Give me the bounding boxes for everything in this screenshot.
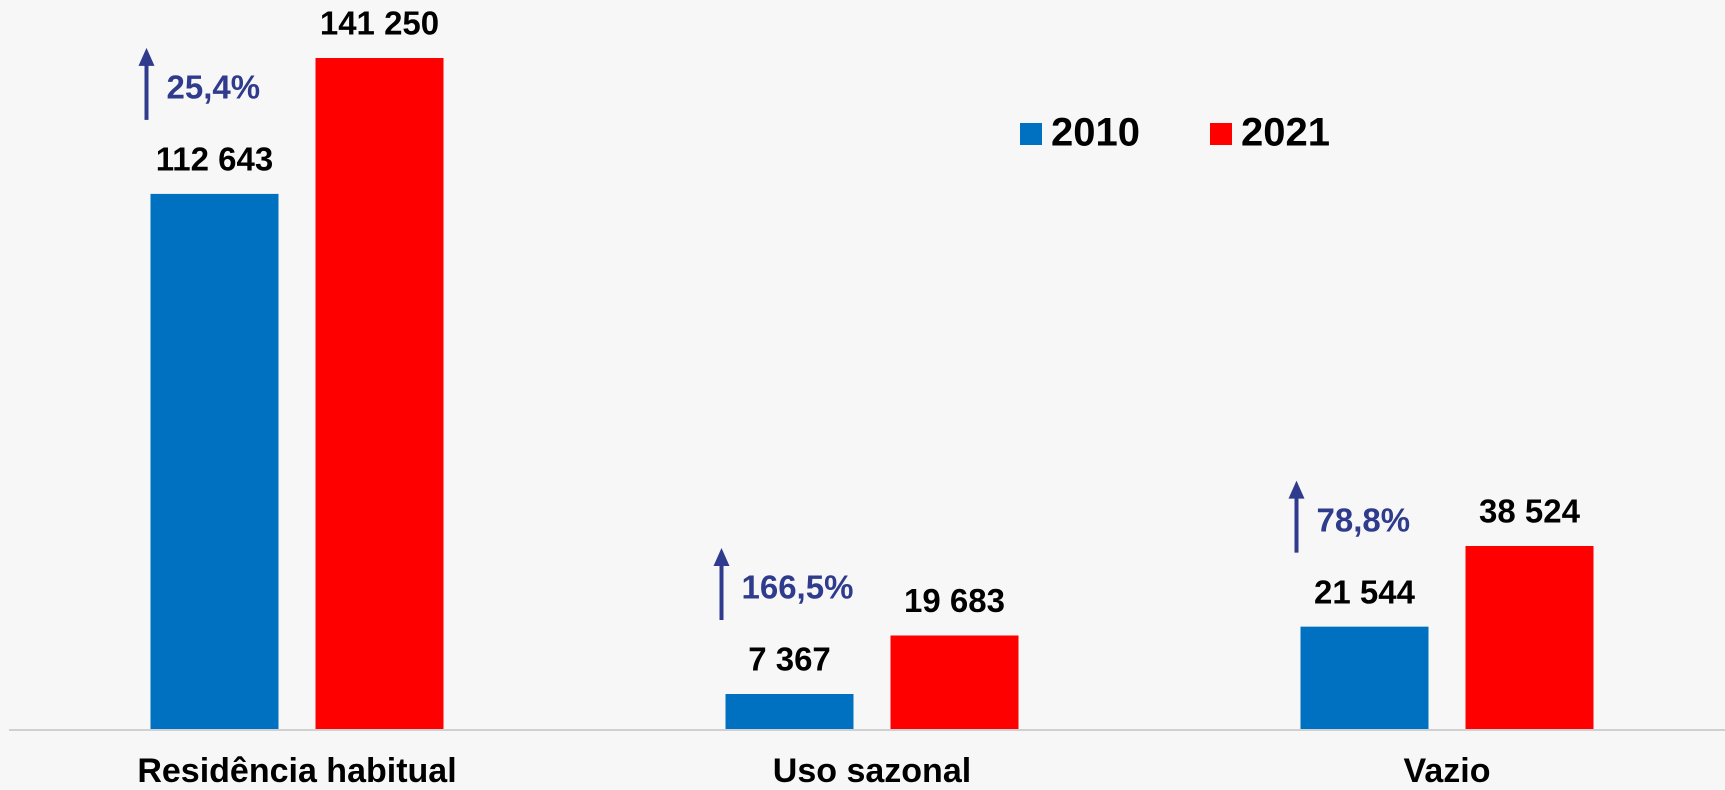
legend-label: 2021 bbox=[1241, 111, 1330, 155]
x-tick-label: Uso sazonal bbox=[773, 752, 971, 790]
annotation: 166,5% bbox=[742, 569, 854, 606]
bar bbox=[1465, 545, 1594, 729]
annotation: 78,8% bbox=[1317, 501, 1411, 538]
legend-swatch bbox=[1020, 123, 1042, 145]
bar bbox=[1300, 626, 1429, 729]
legend-label: 2010 bbox=[1051, 111, 1140, 155]
value-label: 21 544 bbox=[1314, 573, 1416, 610]
x-tick-label: Residência habitual bbox=[137, 752, 456, 790]
arrow-head bbox=[713, 548, 730, 567]
legend-swatch bbox=[1210, 123, 1232, 145]
arrow-head bbox=[138, 47, 155, 66]
x-tick-label: Vazio bbox=[1404, 752, 1491, 790]
bar bbox=[725, 694, 854, 729]
value-label: 38 524 bbox=[1479, 493, 1581, 530]
value-label: 112 643 bbox=[156, 141, 273, 178]
arrow-head bbox=[1288, 480, 1305, 499]
bar bbox=[890, 635, 1019, 729]
annotation: 25,4% bbox=[167, 69, 261, 106]
bar bbox=[150, 193, 279, 730]
value-label: 141 250 bbox=[320, 5, 439, 42]
value-label: 19 683 bbox=[904, 582, 1005, 619]
value-label: 7 367 bbox=[748, 641, 831, 678]
bar bbox=[315, 58, 444, 729]
